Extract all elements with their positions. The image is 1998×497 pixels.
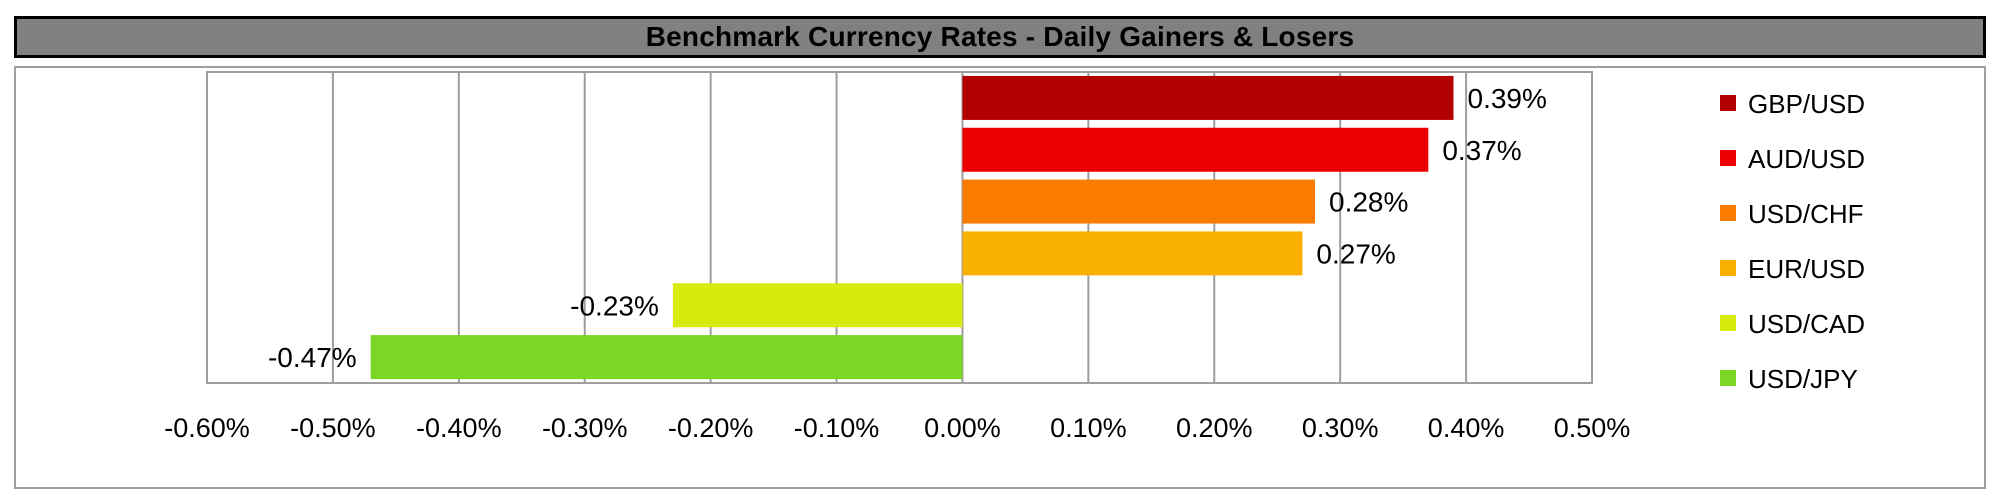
x-tick-label: -0.60% xyxy=(164,413,250,443)
bar-aud-usd xyxy=(962,127,1429,172)
legend-swatch xyxy=(1720,260,1736,276)
x-tick-label: -0.30% xyxy=(542,413,628,443)
x-tick-label: 0.50% xyxy=(1554,413,1631,443)
bar-usd-cad xyxy=(672,283,963,328)
x-tick-label: -0.50% xyxy=(290,413,376,443)
legend-swatch xyxy=(1720,95,1736,111)
x-tick-label: 0.10% xyxy=(1050,413,1127,443)
x-tick-label: 0.00% xyxy=(924,413,1001,443)
bar-eur-usd xyxy=(962,231,1303,276)
legend-label: AUD/USD xyxy=(1748,144,1865,174)
data-label: 0.27% xyxy=(1316,238,1395,269)
legend-swatch xyxy=(1720,150,1736,166)
data-label: -0.23% xyxy=(570,290,659,321)
x-tick-label: -0.20% xyxy=(668,413,754,443)
bar-usd-chf xyxy=(962,179,1315,224)
x-tick-label: 0.40% xyxy=(1428,413,1505,443)
legend-swatch xyxy=(1720,370,1736,386)
x-tick-label: -0.10% xyxy=(794,413,880,443)
legend-swatch xyxy=(1720,205,1736,221)
legend-label: USD/CAD xyxy=(1748,309,1865,339)
x-tick-label: 0.20% xyxy=(1176,413,1253,443)
legend-label: EUR/USD xyxy=(1748,254,1865,284)
x-tick-label: -0.40% xyxy=(416,413,502,443)
legend-label: USD/JPY xyxy=(1748,364,1858,394)
legend-label: GBP/USD xyxy=(1748,89,1865,119)
data-label: -0.47% xyxy=(268,342,357,373)
bar-gbp-usd xyxy=(962,75,1454,120)
chart-title: Benchmark Currency Rates - Daily Gainers… xyxy=(645,21,1355,52)
bar-usd-jpy xyxy=(370,335,963,380)
data-label: 0.37% xyxy=(1442,135,1521,166)
legend-swatch xyxy=(1720,315,1736,331)
legend-label: USD/CHF xyxy=(1748,199,1864,229)
data-label: 0.28% xyxy=(1329,187,1408,218)
chart-title-bar: Benchmark Currency Rates - Daily Gainers… xyxy=(14,16,1986,58)
data-label: 0.39% xyxy=(1468,83,1547,114)
x-tick-label: 0.30% xyxy=(1302,413,1379,443)
